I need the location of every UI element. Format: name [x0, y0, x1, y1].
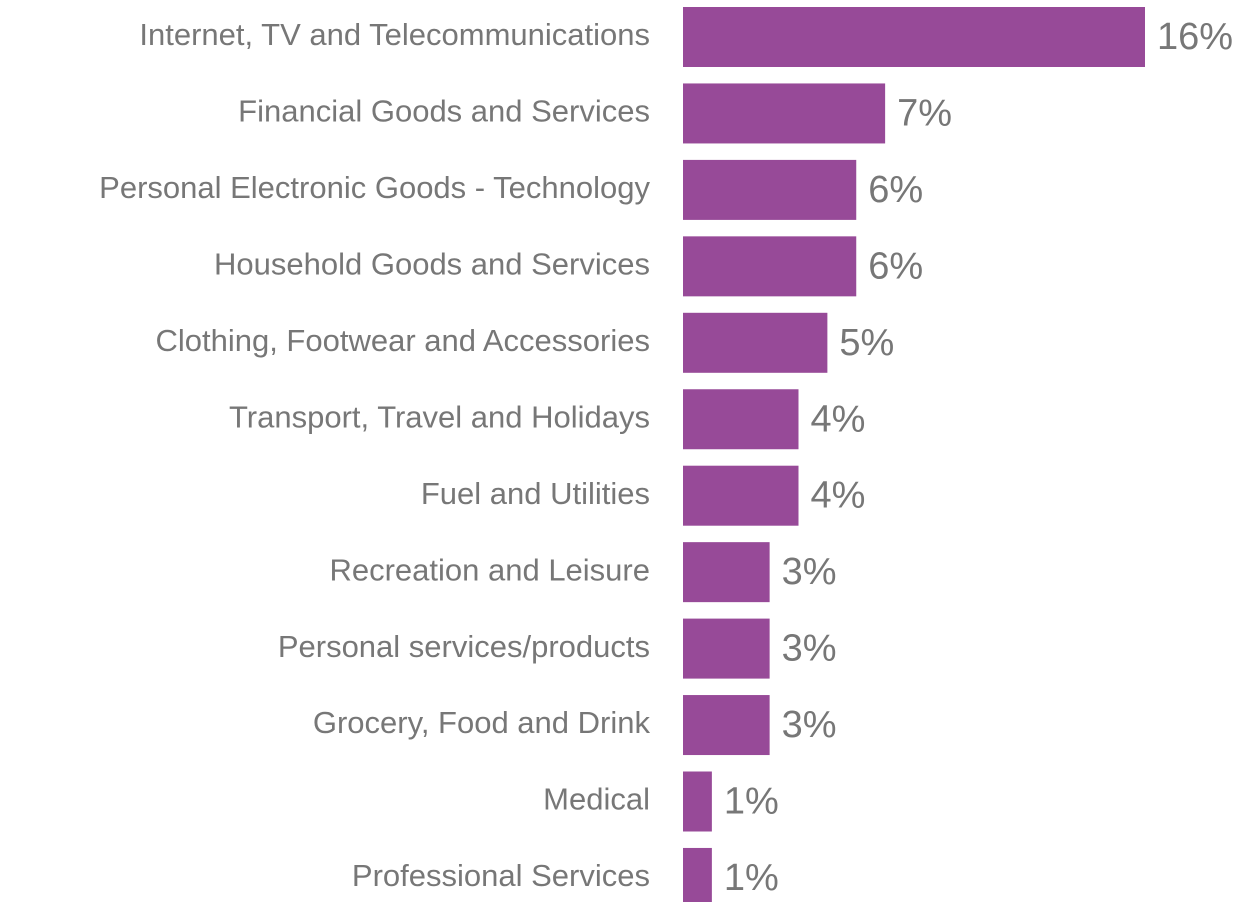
value-label: 16% — [1157, 16, 1233, 58]
value-label: 3% — [782, 704, 837, 746]
bar — [683, 83, 886, 144]
category-label: Personal services/products — [278, 629, 650, 664]
value-label: 4% — [811, 475, 866, 517]
bar — [683, 7, 1145, 67]
category-label: Financial Goods and Services — [238, 94, 650, 129]
category-label: Medical — [543, 782, 650, 817]
bar — [683, 771, 712, 832]
category-label: Clothing, Footwear and Accessories — [155, 323, 650, 358]
value-label: 3% — [782, 551, 837, 593]
bar — [683, 542, 770, 603]
bar — [683, 465, 799, 526]
value-label: 1% — [724, 857, 779, 899]
bar — [683, 159, 857, 220]
category-label: Fuel and Utilities — [421, 476, 650, 511]
bar — [683, 618, 770, 679]
category-label: Professional Services — [352, 858, 650, 893]
bar — [683, 389, 799, 450]
value-label: 7% — [897, 92, 952, 134]
category-label: Transport, Travel and Holidays — [229, 399, 650, 434]
bar — [683, 847, 712, 902]
value-label: 3% — [782, 628, 837, 670]
category-label: Household Goods and Services — [214, 247, 650, 282]
category-label: Internet, TV and Telecommunications — [139, 17, 650, 52]
value-label: 5% — [839, 322, 894, 364]
value-label: 1% — [724, 781, 779, 823]
value-label: 6% — [868, 245, 923, 287]
category-label: Personal Electronic Goods - Technology — [99, 170, 650, 205]
bar — [683, 695, 770, 756]
category-label: Recreation and Leisure — [329, 552, 650, 587]
value-label: 4% — [811, 398, 866, 440]
bar — [683, 236, 857, 297]
bar — [683, 312, 828, 373]
category-label: Grocery, Food and Drink — [313, 705, 651, 740]
value-label: 6% — [868, 169, 923, 211]
